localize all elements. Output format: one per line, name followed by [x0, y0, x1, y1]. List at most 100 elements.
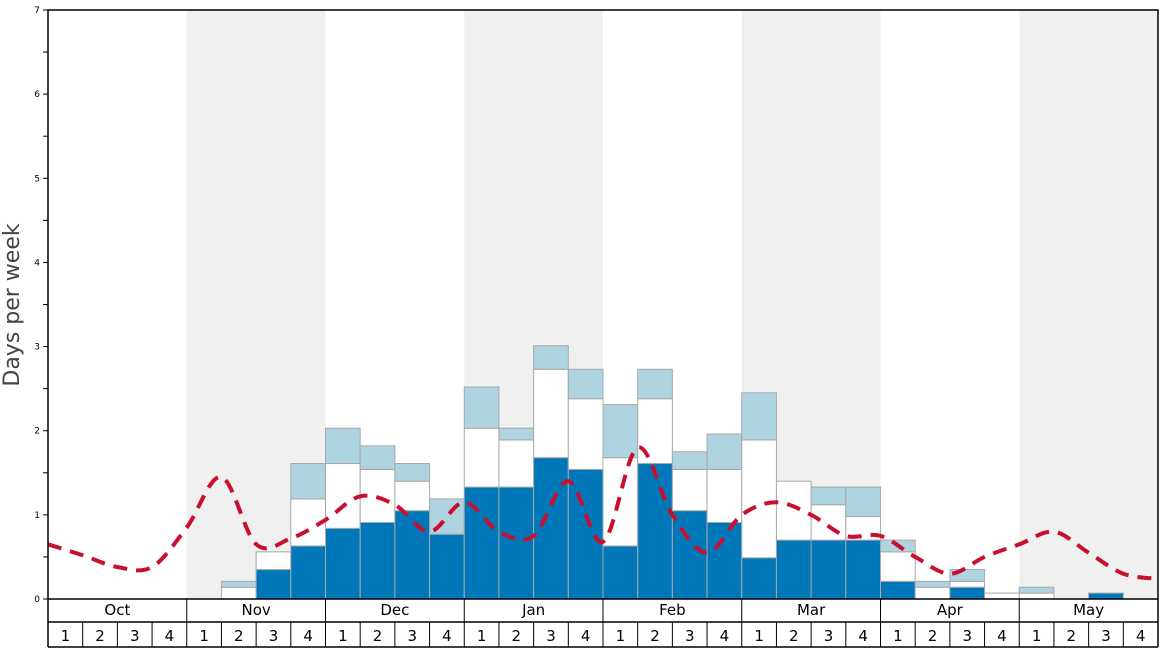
- bar-dark-week-20: [706, 521, 743, 600]
- bar-light-week-10: [359, 445, 396, 470]
- week-label-23: 3: [824, 627, 834, 645]
- bar-dark-week-14: [498, 486, 535, 600]
- month-label-nov: Nov: [241, 601, 270, 619]
- y-tick-label-4: 4: [34, 258, 40, 268]
- bar-light-week-29: [1018, 586, 1055, 594]
- week-label-32: 4: [1136, 627, 1146, 645]
- week-label-26: 2: [928, 627, 938, 645]
- month-label-mar: Mar: [797, 601, 826, 619]
- bar-light-week-17: [602, 404, 639, 459]
- bar-mid-week-20: [706, 468, 743, 523]
- week-label-7: 3: [269, 627, 279, 645]
- bar-dark-week-23: [810, 539, 847, 600]
- week-label-11: 3: [407, 627, 417, 645]
- week-label-5: 1: [199, 627, 209, 645]
- bar-dark-week-24: [845, 539, 881, 600]
- bar-mid-week-28: [984, 592, 1020, 600]
- bars: [220, 345, 1124, 600]
- bar-light-week-14: [498, 427, 535, 441]
- bar-mid-week-21: [741, 439, 777, 559]
- month-label-oct: Oct: [104, 601, 130, 619]
- bar-mid-week-14: [498, 439, 535, 488]
- y-tick-label-5: 5: [34, 174, 40, 184]
- y-tick-label-3: 3: [34, 343, 40, 353]
- week-label-16: 4: [581, 627, 591, 645]
- bar-light-week-9: [325, 427, 361, 465]
- month-label-may: May: [1073, 601, 1104, 619]
- bar-dark-week-12: [429, 533, 465, 600]
- bar-light-week-26: [914, 580, 951, 588]
- bar-dark-week-22: [775, 539, 812, 600]
- bar-mid-week-9: [325, 463, 361, 529]
- bar-mid-week-16: [567, 398, 604, 470]
- week-label-12: 4: [442, 627, 452, 645]
- bar-dark-week-19: [671, 510, 708, 600]
- y-axis: 0 1 2 3 4 5 6 7: [34, 6, 48, 605]
- month-label-feb: Feb: [659, 601, 686, 619]
- week-label-19: 3: [685, 627, 695, 645]
- y-axis-title: Days per week: [0, 223, 25, 386]
- bar-dark-week-7: [255, 569, 292, 600]
- bar-dark-week-21: [741, 557, 777, 600]
- bar-dark-week-17: [602, 545, 639, 600]
- month-label-jan: Jan: [521, 601, 545, 619]
- bar-dark-week-8: [290, 545, 326, 600]
- bar-mid-week-19: [671, 468, 708, 512]
- bar-light-week-27: [949, 569, 986, 582]
- average-line-group: [47, 445, 1159, 581]
- week-label-9: 1: [338, 627, 348, 645]
- week-label-31: 3: [1101, 627, 1111, 645]
- y-tick-label-6: 6: [34, 90, 40, 100]
- y-tick-label-7: 7: [34, 6, 40, 16]
- bar-light-week-6: [220, 580, 257, 588]
- week-label-4: 4: [165, 627, 175, 645]
- week-label-25: 1: [893, 627, 903, 645]
- month-shading: [186, 10, 1158, 599]
- week-label-1: 1: [61, 627, 71, 645]
- bar-light-week-18: [637, 368, 673, 400]
- week-label-17: 1: [616, 627, 626, 645]
- bar-dark-week-25: [880, 580, 916, 600]
- bar-dark-week-15: [533, 457, 569, 600]
- bar-dark-week-18: [637, 463, 673, 600]
- bar-light-week-11: [394, 463, 431, 482]
- bar-dark-week-16: [567, 468, 604, 600]
- week-label-6: 2: [234, 627, 244, 645]
- month-label-dec: Dec: [380, 601, 409, 619]
- week-label-14: 2: [512, 627, 522, 645]
- week-label-21: 1: [754, 627, 764, 645]
- week-label-10: 2: [373, 627, 383, 645]
- bar-mid-week-27: [949, 580, 986, 588]
- bar-mid-week-25: [880, 551, 916, 582]
- week-label-20: 4: [720, 627, 730, 645]
- week-label-29: 1: [1032, 627, 1042, 645]
- bar-light-week-16: [567, 368, 604, 400]
- week-label-22: 2: [789, 627, 799, 645]
- bar-mid-week-15: [533, 368, 569, 459]
- bar-dark-week-31: [1088, 592, 1124, 600]
- week-label-18: 2: [650, 627, 660, 645]
- bar-mid-week-7: [255, 551, 292, 571]
- bar-mid-week-6: [220, 586, 257, 600]
- bar-mid-week-18: [637, 398, 673, 465]
- bar-dark-week-27: [949, 586, 986, 600]
- bar-mid-week-23: [810, 504, 847, 541]
- y-tick-label-2: 2: [34, 427, 40, 437]
- average-line: [47, 445, 1159, 581]
- x-axis: Oct Nov Dec Jan Feb Mar Apr May 1 2 3 4 1 2 3 4 1 2 3 4 1 2 3 4…: [47, 9, 1159, 648]
- week-label-28: 4: [997, 627, 1007, 645]
- week-label-30: 2: [1067, 627, 1077, 645]
- y-tick-label-1: 1: [34, 511, 40, 521]
- week-label-27: 3: [962, 627, 972, 645]
- bar-light-week-24: [845, 486, 881, 518]
- week-label-24: 4: [858, 627, 868, 645]
- week-label-3: 3: [130, 627, 140, 645]
- bar-mid-week-22: [775, 480, 812, 541]
- bar-dark-week-10: [359, 521, 396, 600]
- bar-mid-week-29: [1018, 592, 1055, 600]
- y-tick-label-0: 0: [34, 595, 40, 605]
- bar-dark-week-9: [325, 527, 361, 600]
- bar-light-week-8: [290, 463, 326, 500]
- bar-light-week-21: [741, 392, 777, 441]
